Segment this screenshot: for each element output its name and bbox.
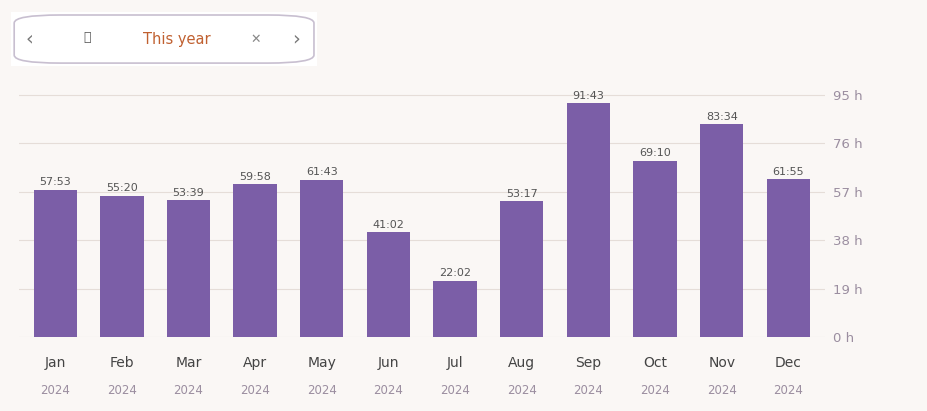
Text: 📅: 📅 xyxy=(83,32,92,44)
Text: 2024: 2024 xyxy=(107,384,137,397)
Text: 59:58: 59:58 xyxy=(239,172,271,182)
Text: 53:39: 53:39 xyxy=(172,188,204,198)
Text: ✕: ✕ xyxy=(250,32,261,46)
Text: 2024: 2024 xyxy=(641,384,670,397)
Bar xyxy=(566,103,610,337)
Text: ›: › xyxy=(292,30,299,48)
FancyBboxPatch shape xyxy=(14,15,314,63)
Bar xyxy=(33,189,77,337)
Text: Mar: Mar xyxy=(175,356,202,369)
Text: 91:43: 91:43 xyxy=(573,91,604,101)
Text: 57:53: 57:53 xyxy=(39,177,71,187)
Bar xyxy=(767,179,810,337)
Bar xyxy=(434,281,476,337)
Text: 2024: 2024 xyxy=(574,384,603,397)
Text: Sep: Sep xyxy=(576,356,602,369)
Text: 2024: 2024 xyxy=(374,384,403,397)
Text: Jul: Jul xyxy=(447,356,464,369)
Bar xyxy=(300,180,344,337)
Text: 2024: 2024 xyxy=(240,384,270,397)
Text: This year: This year xyxy=(143,32,210,46)
Text: Feb: Feb xyxy=(109,356,134,369)
Text: ‹: ‹ xyxy=(26,30,33,48)
Text: 83:34: 83:34 xyxy=(705,111,738,122)
Text: 2024: 2024 xyxy=(706,384,737,397)
Text: 2024: 2024 xyxy=(40,384,70,397)
Text: 61:43: 61:43 xyxy=(306,167,337,177)
Text: May: May xyxy=(308,356,337,369)
Text: 69:10: 69:10 xyxy=(640,148,671,158)
Text: Oct: Oct xyxy=(643,356,667,369)
Bar xyxy=(367,233,410,337)
Text: 2024: 2024 xyxy=(173,384,203,397)
Text: Nov: Nov xyxy=(708,356,735,369)
Text: Aug: Aug xyxy=(508,356,535,369)
Text: Jan: Jan xyxy=(44,356,66,369)
Text: 53:17: 53:17 xyxy=(506,189,538,199)
Bar xyxy=(633,161,677,337)
Text: 2024: 2024 xyxy=(307,384,337,397)
Text: 2024: 2024 xyxy=(773,384,804,397)
Text: 2024: 2024 xyxy=(440,384,470,397)
Text: 2024: 2024 xyxy=(507,384,537,397)
Text: Apr: Apr xyxy=(243,356,267,369)
Text: 22:02: 22:02 xyxy=(439,268,471,278)
Text: Dec: Dec xyxy=(775,356,802,369)
Text: 41:02: 41:02 xyxy=(373,220,404,230)
Text: 55:20: 55:20 xyxy=(106,183,138,194)
Bar xyxy=(500,201,543,337)
Bar xyxy=(234,184,277,337)
Bar xyxy=(700,124,743,337)
Bar xyxy=(100,196,144,337)
Bar xyxy=(167,200,210,337)
Text: Jun: Jun xyxy=(377,356,400,369)
Text: 61:55: 61:55 xyxy=(772,167,805,177)
